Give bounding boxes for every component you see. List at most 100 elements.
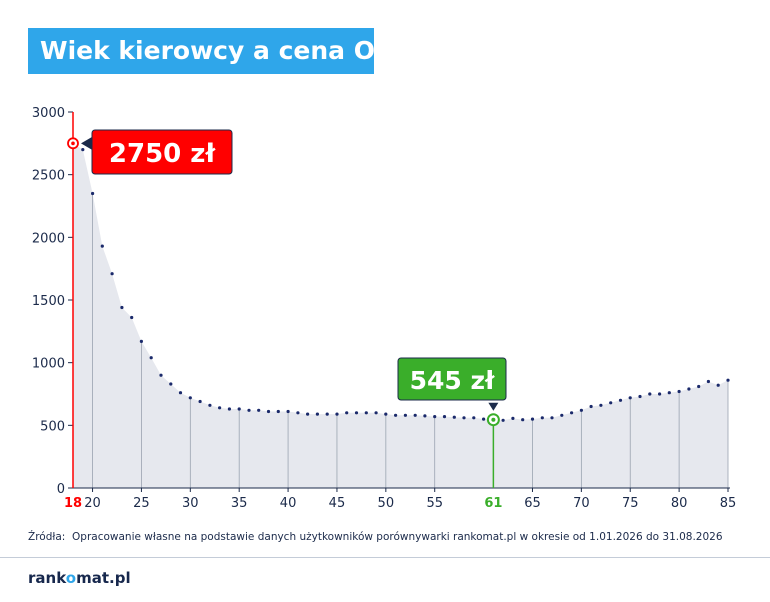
data-point (462, 416, 466, 420)
data-point (110, 272, 114, 276)
min-callout-label: 545 zł (410, 366, 495, 395)
max-callout-label: 2750 zł (109, 139, 217, 169)
x-tick-label: 40 (280, 496, 297, 511)
data-point (296, 411, 300, 415)
data-point (726, 378, 730, 382)
source-label: Źródła: (28, 531, 66, 543)
marker-layer: 18 2750 zł 61 545 zł (64, 112, 507, 511)
data-point (677, 389, 681, 394)
data-point (315, 412, 319, 416)
data-point (403, 413, 407, 417)
chart-title-box: Wiek kierowcy a cena OC (28, 28, 393, 74)
data-point (237, 407, 241, 411)
data-point (452, 415, 456, 419)
grid-layer (92, 193, 729, 488)
y-tick-label: 1000 (32, 357, 65, 372)
data-point (501, 418, 505, 422)
data-point (628, 396, 632, 400)
data-point (472, 416, 476, 420)
logo-part: rank (28, 569, 66, 587)
area-layer (73, 143, 728, 489)
data-point (423, 414, 427, 418)
source-note: Źródła: Opracowanie własne na podstawie … (28, 531, 723, 543)
data-point (521, 418, 525, 422)
data-point (599, 403, 603, 407)
y-tick-label: 2000 (32, 231, 65, 246)
data-point (364, 411, 368, 415)
data-point (100, 244, 104, 248)
x-tick-label: 65 (524, 496, 541, 511)
data-point (433, 415, 437, 419)
min-callout-box (397, 357, 507, 401)
data-point (579, 408, 584, 412)
x-tick-label: 70 (573, 496, 590, 511)
x-tick-label: 30 (182, 496, 199, 511)
data-point (697, 384, 701, 389)
data-point (638, 394, 642, 399)
logo-o: o (65, 569, 77, 587)
data-point (149, 356, 153, 360)
data-point (120, 305, 124, 310)
x-tick-label: 80 (671, 496, 688, 511)
max-marker-dot (71, 141, 75, 146)
y-tick-label: 2500 (32, 169, 65, 184)
footer-divider (0, 557, 770, 558)
data-point (159, 373, 163, 377)
data-point (325, 412, 329, 416)
data-point (560, 413, 564, 417)
area-fill (73, 143, 728, 489)
data-point (354, 411, 359, 415)
data-point (530, 417, 535, 421)
price-by-age-chart: 0 500 1000 1500 2000 2500 3000 20 25 30 35 40 45 50 55… (32, 106, 736, 511)
data-point (618, 398, 623, 402)
data-point (139, 339, 143, 343)
data-point (413, 413, 417, 417)
data-point (276, 409, 280, 414)
data-point (345, 411, 349, 415)
data-point (247, 408, 251, 412)
data-point (374, 411, 378, 415)
data-point (482, 417, 486, 421)
data-point (91, 191, 95, 196)
chart-title: Wiek kierowcy a cena OC (40, 36, 394, 65)
data-point (511, 416, 515, 420)
data-point (227, 407, 231, 411)
axis-layer: 0 500 1000 1500 2000 2500 3000 20 25 30 35 40 45 50 55… (32, 106, 736, 511)
data-point (667, 391, 671, 395)
data-point (550, 416, 554, 420)
y-tick-label: 500 (40, 419, 65, 434)
max-callout-pointer (81, 136, 93, 151)
data-point (81, 148, 85, 152)
data-point (716, 383, 720, 387)
data-point (384, 412, 388, 416)
min-callout-pointer (488, 402, 499, 411)
data-point (257, 408, 261, 412)
max-x-label: 18 (64, 496, 82, 511)
x-tick-label: 75 (622, 496, 639, 511)
min-x-label: 61 (484, 496, 502, 511)
x-tick-label: 85 (720, 496, 737, 511)
data-point (169, 382, 173, 386)
data-point (706, 379, 711, 384)
min-marker-dot (491, 417, 496, 422)
x-tick-label: 45 (329, 496, 346, 511)
data-point (306, 412, 310, 416)
data-point (609, 401, 613, 405)
data-point (218, 406, 222, 410)
x-tick-label: 35 (231, 496, 248, 511)
data-point (687, 387, 691, 391)
data-point (658, 392, 662, 396)
data-point (335, 412, 339, 416)
data-point (589, 404, 593, 409)
x-tick-label: 50 (378, 496, 395, 511)
data-point (394, 413, 398, 417)
x-tick-label: 25 (133, 496, 150, 511)
data-point (266, 409, 271, 414)
data-point (188, 396, 192, 400)
data-point (540, 416, 544, 420)
data-point (286, 409, 290, 414)
y-tick-label: 3000 (32, 106, 65, 121)
source-text: Opracowanie własne na podstawie danych u… (72, 531, 723, 543)
data-point (208, 403, 212, 407)
data-point (130, 315, 134, 320)
